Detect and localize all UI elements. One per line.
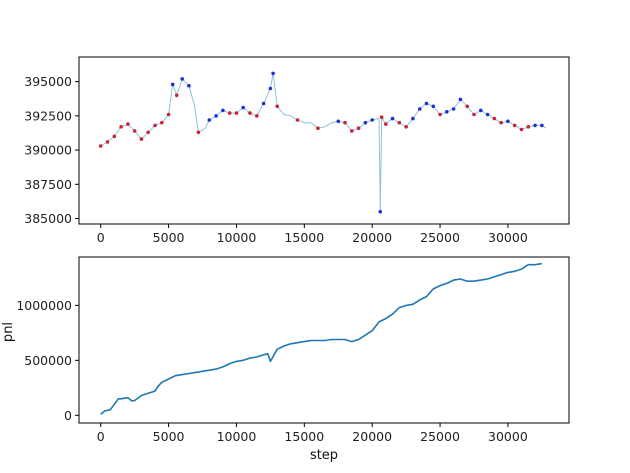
x-axis-label: step (310, 448, 338, 463)
y-tick-label: 385000 (24, 211, 72, 226)
sell-point (234, 111, 239, 115)
x-tick-label: 5000 (153, 230, 185, 245)
buy-point (479, 108, 483, 113)
buy-point (458, 97, 463, 102)
sell-point (119, 125, 123, 129)
sell-point (519, 127, 524, 132)
buy-point (207, 118, 212, 122)
sell-point (105, 140, 110, 144)
sell-point (132, 129, 137, 133)
sell-point (275, 104, 280, 109)
sell-point (227, 111, 232, 115)
sell-point (146, 130, 150, 135)
sell-point (404, 125, 408, 129)
buy-point (214, 114, 218, 118)
sell-point (356, 126, 361, 130)
x-tick-label: 0 (97, 429, 105, 444)
sell-point (397, 120, 402, 125)
x-tick-label: 20000 (352, 429, 392, 444)
sell-point (174, 93, 179, 98)
sell-point (112, 134, 117, 139)
x-tick-label: 15000 (284, 429, 324, 444)
sell-point (343, 120, 347, 125)
buy-point (370, 118, 375, 122)
sell-point (98, 144, 103, 148)
buy-point (170, 82, 175, 87)
x-tick-label: 15000 (284, 230, 324, 245)
sell-point (316, 126, 320, 130)
buy-point (363, 120, 368, 125)
sell-point (492, 116, 497, 121)
y-tick-label: 1000000 (16, 298, 72, 313)
sell-point (248, 111, 252, 115)
pnl-chart-panel: 0 5000 10000 15000 20000 25000 30000 0 500000 100… (1, 256, 570, 463)
y-tick-label: 0 (64, 408, 72, 423)
x-tick-label: 0 (97, 230, 105, 245)
x-tick-label: 10000 (217, 230, 257, 245)
sell-point (295, 118, 300, 122)
buy-point (506, 119, 510, 124)
x-tick-label: 10000 (217, 429, 257, 444)
buy-point (268, 86, 273, 91)
y-tick-label: 387500 (24, 177, 72, 192)
buy-point (485, 112, 490, 117)
x-tick-label: 25000 (420, 429, 460, 444)
sell-point (139, 137, 144, 141)
sell-point (379, 115, 384, 119)
sell-point (126, 122, 130, 126)
y-tick-label: 390000 (24, 143, 72, 158)
x-tick-label: 30000 (488, 230, 528, 245)
buy-point (431, 104, 436, 109)
sell-point (499, 120, 503, 125)
buy-point (261, 101, 266, 106)
sell-point (254, 114, 259, 118)
buy-point (417, 107, 422, 111)
sell-point (438, 112, 442, 117)
sell-point (160, 120, 164, 125)
buy-point (411, 116, 415, 121)
plot-frame (78, 56, 570, 225)
buy-point (271, 71, 275, 76)
price-line (100, 72, 547, 213)
y-tick-label: 392500 (24, 108, 72, 123)
buy-point (533, 123, 537, 128)
buy-point (445, 110, 449, 114)
sell-point (465, 104, 470, 109)
sell-point (196, 130, 201, 135)
sell-point (350, 129, 354, 133)
buy-point (221, 108, 225, 113)
buy-point (180, 77, 184, 81)
buy-point (241, 105, 245, 110)
buy-point (451, 107, 456, 111)
x-tick-label: 20000 (352, 230, 392, 245)
sell-point (384, 122, 388, 126)
x-tick-label: 30000 (488, 429, 528, 444)
buy-point (540, 123, 544, 128)
buy-point (378, 209, 383, 214)
buy-point (336, 119, 341, 124)
buy-point (390, 116, 395, 121)
sell-point (153, 123, 157, 128)
x-tick-label: 25000 (420, 230, 460, 245)
sell-point (472, 112, 476, 117)
sell-point (512, 123, 517, 128)
sell-point (526, 125, 531, 129)
pnl-line (100, 262, 543, 415)
plot-frame (78, 256, 570, 424)
buy-point (424, 101, 429, 106)
y-axis-label: pnl (1, 322, 16, 342)
x-tick-label: 5000 (153, 429, 185, 444)
buy-point (187, 83, 191, 88)
sell-point (166, 112, 171, 117)
y-tick-label: 500000 (24, 353, 72, 368)
y-tick-label: 395000 (24, 74, 72, 89)
price-chart-panel: 0 5000 10000 15000 20000 25000 30000 385000 3875… (24, 56, 570, 245)
